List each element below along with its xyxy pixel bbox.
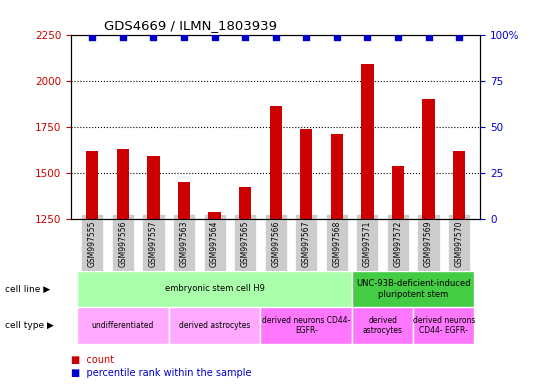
Bar [260, 307, 352, 344]
Text: ■  count: ■ count [71, 355, 114, 365]
Point [333, 34, 341, 40]
Bar [178, 182, 190, 219]
Text: ■  percentile rank within the sample: ■ percentile rank within the sample [71, 368, 252, 378]
Point [424, 34, 433, 40]
Bar [392, 166, 404, 219]
Bar [169, 307, 260, 344]
Text: cell type ▶: cell type ▶ [5, 321, 55, 330]
Point [241, 34, 250, 40]
Point [88, 34, 97, 40]
Bar [209, 212, 221, 219]
Point [149, 34, 158, 40]
Bar [147, 156, 159, 219]
Point [210, 34, 219, 40]
Bar [352, 271, 474, 307]
Text: cell line ▶: cell line ▶ [5, 285, 51, 293]
Bar [423, 99, 435, 219]
Point [118, 34, 127, 40]
Bar [77, 307, 169, 344]
Text: derived neurons CD44-
EGFR-: derived neurons CD44- EGFR- [262, 316, 351, 335]
Text: undifferentiated: undifferentiated [92, 321, 154, 330]
Text: UNC-93B-deficient-induced
pluripotent stem: UNC-93B-deficient-induced pluripotent st… [356, 279, 471, 299]
Point [271, 34, 280, 40]
Bar [361, 64, 373, 219]
Text: embryonic stem cell H9: embryonic stem cell H9 [165, 285, 265, 293]
Text: derived astrocytes: derived astrocytes [179, 321, 250, 330]
Bar [77, 271, 352, 307]
Bar [239, 187, 251, 219]
Bar [300, 129, 312, 219]
Point [394, 34, 402, 40]
Point [302, 34, 311, 40]
Text: derived
astrocytes: derived astrocytes [363, 316, 403, 335]
Bar [86, 151, 98, 219]
Bar [413, 307, 474, 344]
Text: derived neurons
CD44- EGFR-: derived neurons CD44- EGFR- [413, 316, 475, 335]
Bar [331, 134, 343, 219]
Point [363, 34, 372, 40]
Point [455, 34, 464, 40]
Point [180, 34, 188, 40]
Bar [270, 106, 282, 219]
Bar [453, 151, 465, 219]
Bar [117, 149, 129, 219]
Bar [352, 307, 413, 344]
Text: GDS4669 / ILMN_1803939: GDS4669 / ILMN_1803939 [104, 19, 277, 32]
